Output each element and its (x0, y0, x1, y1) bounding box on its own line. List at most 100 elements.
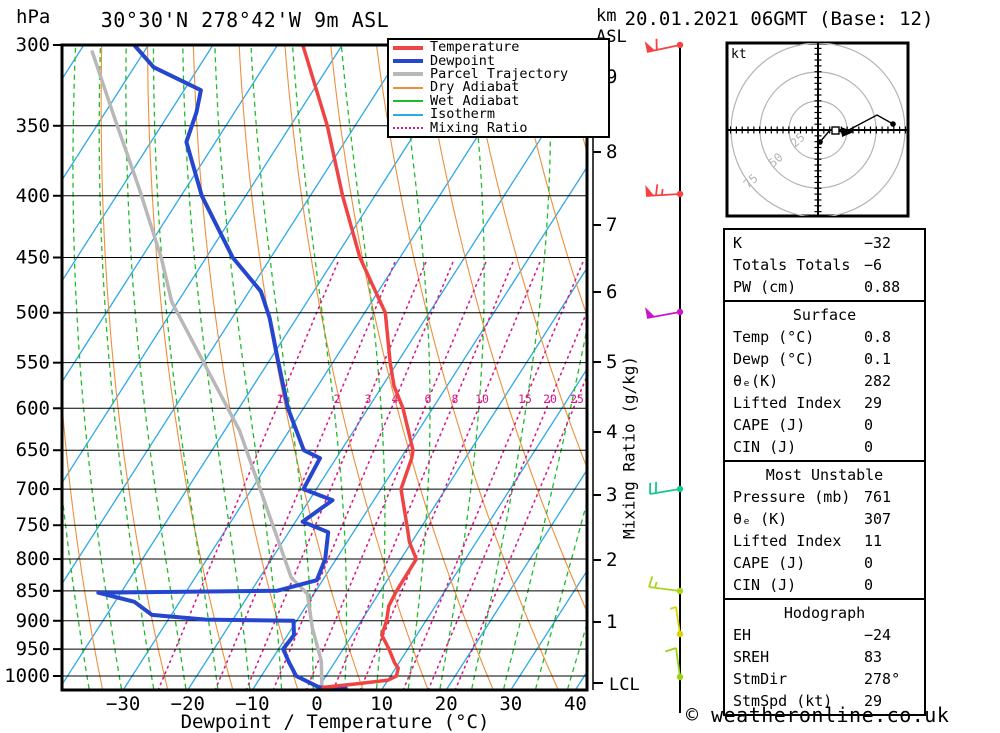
stats-row-value: 29 (864, 692, 883, 710)
pressure-tick-label: 950 (16, 638, 50, 660)
mixing-ratio-label: 4 (392, 392, 399, 406)
stats-row-label: Totals Totals (733, 256, 851, 274)
stats-row-label: K (733, 234, 743, 252)
pressure-tick-label: 400 (16, 185, 50, 207)
stats-table-title: Hodograph (783, 604, 866, 622)
legend-item-label: Isotherm (430, 106, 496, 123)
storm-motion-arrow-icon (841, 127, 854, 137)
legend-line-sample-icon (393, 113, 423, 116)
pressure-tick-label: 850 (16, 580, 50, 602)
stats-row-value: 282 (864, 372, 892, 390)
stats-row-value: −6 (864, 256, 883, 274)
legend-item-label: Temperature (430, 39, 520, 56)
km-tick-label: 1 (606, 611, 617, 633)
legend-item-label: Parcel Trajectory (430, 65, 569, 82)
stats-row-label: Lifted Index (733, 394, 842, 412)
mixing-ratio-axis-title: Mixing Ratio (g/kg) (619, 355, 639, 540)
stats-row: Pressure (mb) 761 (725, 486, 924, 508)
mixing-ratio-label: 20 (543, 392, 557, 406)
legend-item-label: Dry Adiabat (430, 79, 520, 96)
pressure-tick-label: 550 (16, 352, 50, 374)
mixing-ratio-label: 3 (365, 392, 372, 406)
datetime-title: 20.01.2021 06GMT (Base: 12) (624, 8, 934, 30)
stats-row: Lifted Index 11 (725, 530, 924, 552)
mixing-ratio-label: 10 (475, 392, 489, 406)
wind-barb-icon (649, 481, 684, 495)
temp-tick-label: −20 (171, 693, 205, 715)
km-tick-label: 9 (606, 66, 617, 88)
wind-barb-icon (645, 307, 684, 319)
stats-row-value: 29 (864, 394, 883, 412)
curve-dewpoint (96, 45, 348, 690)
stats-row-value: 0 (864, 438, 874, 456)
stats-row-label: CIN (J) (733, 576, 797, 594)
legend-item-label: Dewpoint (430, 52, 496, 69)
stats-row-label: StmDir (733, 670, 788, 688)
legend-item: Wet Adiabat (389, 94, 608, 108)
mixing-ratio-label: 2 (334, 392, 341, 406)
wind-barb-icon (644, 38, 684, 53)
plot-border (60, 43, 589, 692)
stats-row-value: 83 (864, 648, 883, 666)
temperature-axis: −30 −20 −10 0 10 20 30 40 (106, 693, 587, 715)
legend-item-label: Mixing Ratio (430, 119, 528, 136)
mixing-ratio-labels: 1 2 3 4 6 8 10 15 20 25 (277, 392, 584, 406)
wind-barb-icon (648, 576, 684, 595)
stats-row: K −32 (725, 232, 924, 254)
pressure-tick-label: 450 (16, 247, 50, 269)
stats-row-label: θₑ(K) (733, 372, 779, 390)
pressure-tick-label: 700 (16, 478, 50, 500)
stats-row-value: 278° (864, 670, 901, 688)
stats-row: StmDir 278° (725, 668, 924, 690)
lcl-label: LCL (609, 675, 640, 695)
temp-tick-label: 0 (311, 693, 322, 715)
hodograph-unit-label: kt (731, 47, 747, 62)
stats-row-label: CAPE (J) (733, 554, 806, 572)
curve-parcel-trajectory (90, 50, 324, 690)
stats-row-label: θₑ (K) (733, 510, 788, 528)
stats-row: Totals Totals −6 (725, 254, 924, 276)
stats-row: CIN (J) 0 (725, 436, 924, 458)
legend-line-sample-icon (393, 72, 423, 77)
km-tick-label: 6 (606, 281, 617, 303)
stats-row-label: Temp (°C) (733, 328, 815, 346)
stats-table-indices: K −32 Totals Totals −6 PW (cm) 0.88 (723, 228, 926, 302)
curve-temperature (301, 45, 419, 690)
stats-row-label: Pressure (mb) (733, 488, 851, 506)
temp-tick-label: 20 (435, 693, 458, 715)
temp-tick-label: −30 (106, 693, 140, 715)
km-tick-label: 4 (606, 421, 617, 443)
wind-barb-column (644, 38, 684, 713)
wind-barb-icon (665, 647, 684, 681)
mixing-ratio-label: 1 (277, 392, 284, 406)
stats-row-label: CAPE (J) (733, 416, 806, 434)
temp-tick-label: 30 (499, 693, 522, 715)
stats-row-label: Dewp (°C) (733, 350, 815, 368)
mixing-ratio-label: 8 (452, 392, 459, 406)
legend-item: Dewpoint (389, 54, 608, 67)
stats-row-label: PW (cm) (733, 278, 797, 296)
stats-row: SREH 83 (725, 646, 924, 668)
stats-row-value: 0.88 (864, 278, 901, 296)
legend-item: Dry Adiabat (389, 81, 608, 94)
pressure-tick-label: 1000 (4, 665, 50, 687)
pressure-axis: 300 350 400 450 500 550 600 650 700 750 800 850 900 9… (4, 34, 62, 687)
pressure-tick-label: 900 (16, 610, 50, 632)
pressure-tick-label: 600 (16, 397, 50, 419)
plot-background (62, 45, 587, 690)
stats-table-hodograph: Hodograph EH −24 SREH 83 StmDir 278° StmSpd (kt… (723, 598, 926, 716)
temp-tick-label: 40 (564, 693, 587, 715)
legend-item: Mixing Ratio (389, 121, 608, 134)
legend-line-sample-icon (393, 127, 423, 130)
stats-tables: K −32 Totals Totals −6 PW (cm) 0.88 Surface Tem… (723, 228, 926, 716)
stats-row: Dewp (°C) 0.1 (725, 348, 924, 370)
stats-table-title: Most Unstable (765, 466, 884, 484)
legend-line-sample-icon (393, 86, 423, 89)
stats-row: CAPE (J) 0 (725, 552, 924, 574)
stats-row-value: −32 (864, 234, 892, 252)
wind-barb-icon (669, 606, 684, 638)
stats-row: EH −24 (725, 624, 924, 646)
stats-row-value: 0 (864, 576, 874, 594)
